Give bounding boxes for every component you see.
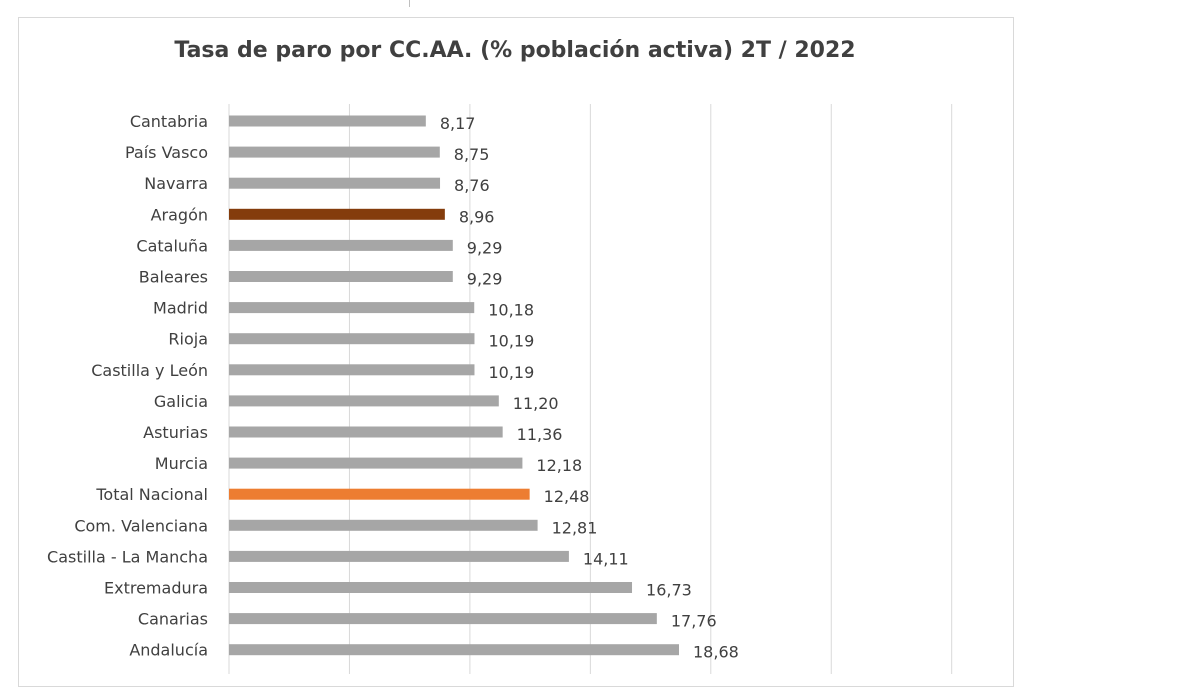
- category-label-navarra: Navarra: [144, 174, 208, 193]
- bar-galicia: [229, 395, 499, 407]
- top-edge-tick: [409, 0, 410, 7]
- bar-total-nacional: [229, 488, 530, 500]
- category-label-rioja: Rioja: [168, 330, 208, 349]
- category-label-pais-vasco: País Vasco: [125, 143, 208, 162]
- category-label-extremadura: Extremadura: [104, 579, 208, 598]
- chart-title: Tasa de paro por CC.AA. (% población act…: [174, 38, 856, 63]
- bar-canarias: [229, 613, 657, 625]
- bar-castilla-y-leon: [229, 364, 475, 376]
- value-label-galicia: 11,20: [513, 394, 559, 413]
- bar-extremadura: [229, 582, 633, 593]
- value-label-castilla-y-leon: 10,19: [488, 363, 534, 382]
- bar-baleares: [229, 271, 453, 282]
- bar-com-valenciana: [229, 519, 538, 531]
- category-label-asturias: Asturias: [143, 423, 208, 442]
- bar-pais-vasco: [229, 146, 440, 158]
- bar-andalucia: [229, 644, 680, 656]
- value-label-extremadura: 16,73: [646, 581, 692, 600]
- bar-cantabria: [229, 115, 426, 127]
- bar-navarra: [229, 177, 441, 189]
- value-label-murcia: 12,18: [536, 456, 582, 475]
- value-label-madrid: 10,18: [488, 301, 534, 320]
- value-label-pais-vasco: 8,75: [454, 145, 490, 164]
- value-label-cantabria: 8,17: [440, 114, 476, 133]
- bar-murcia: [229, 457, 523, 469]
- category-label-cantabria: Cantabria: [130, 112, 208, 131]
- value-label-com-valenciana: 12,81: [552, 518, 598, 537]
- category-label-total-nacional: Total Nacional: [95, 485, 208, 504]
- value-label-rioja: 10,19: [488, 332, 534, 351]
- category-label-baleares: Baleares: [139, 268, 208, 287]
- bar-cataluna: [229, 239, 453, 251]
- category-label-aragon: Aragón: [151, 205, 208, 224]
- value-label-aragon: 8,96: [459, 207, 495, 226]
- category-label-com-valenciana: Com. Valenciana: [74, 516, 208, 535]
- value-label-navarra: 8,76: [454, 176, 490, 195]
- chart-frame: [18, 17, 1014, 687]
- bar-aragon: [229, 208, 445, 220]
- category-label-murcia: Murcia: [155, 454, 208, 473]
- value-label-castilla-la-mancha: 14,11: [583, 549, 629, 568]
- category-label-cataluna: Cataluña: [136, 236, 208, 255]
- value-label-baleares: 9,29: [467, 270, 503, 289]
- value-label-asturias: 11,36: [517, 425, 563, 444]
- value-label-total-nacional: 12,48: [544, 487, 590, 506]
- bar-madrid: [229, 302, 475, 314]
- category-label-canarias: Canarias: [138, 610, 208, 629]
- category-label-galicia: Galicia: [154, 392, 208, 411]
- value-label-cataluna: 9,29: [467, 238, 503, 257]
- bar-castilla-la-mancha: [229, 550, 569, 562]
- bar-rioja: [229, 333, 475, 345]
- category-label-castilla-la-mancha: Castilla - La Mancha: [47, 547, 208, 566]
- bar-asturias: [229, 426, 503, 438]
- category-label-castilla-y-leon: Castilla y León: [91, 361, 208, 380]
- category-label-madrid: Madrid: [153, 299, 208, 318]
- value-label-andalucia: 18,68: [693, 643, 739, 662]
- value-label-canarias: 17,76: [671, 612, 717, 631]
- category-label-andalucia: Andalucía: [129, 641, 208, 660]
